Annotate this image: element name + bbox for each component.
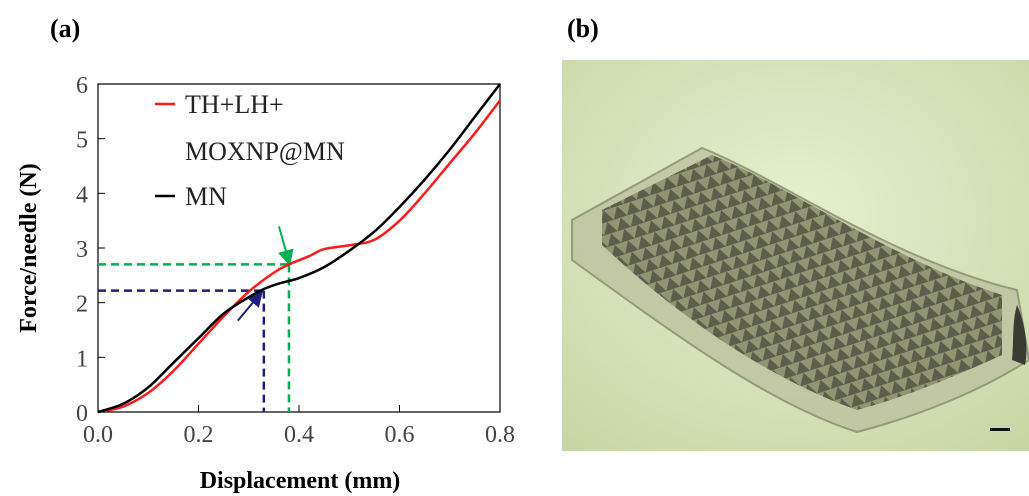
y-tick-label: 0 (76, 401, 88, 427)
panel-label-b: (b) (567, 14, 599, 44)
y-tick-label: 2 (76, 292, 88, 318)
annotation-arrow (279, 226, 288, 258)
y-axis-label: Force/needle (N) (16, 163, 42, 333)
legend-label-3: MN (185, 182, 227, 211)
plot-frame (98, 84, 500, 412)
series-layer (98, 84, 500, 412)
x-axis-label: Displacement (mm) (200, 468, 401, 494)
guide-lines (98, 226, 289, 412)
y-ticks: 0 1 2 3 4 5 6 (76, 73, 105, 427)
legend-label-1: TH+LH+ (185, 90, 284, 119)
x-tick-label: 0.4 (284, 422, 314, 448)
y-tick-label: 3 (76, 237, 88, 263)
y-tick-label: 1 (76, 346, 88, 372)
scale-bar (990, 428, 1010, 431)
microneedle-photo (562, 60, 1029, 451)
y-tick-label: 4 (76, 182, 88, 208)
legend: TH+LH+ MOXNP@MN MN (155, 90, 345, 211)
y-tick-label: 5 (76, 128, 88, 154)
plot-area (98, 84, 500, 412)
x-tick-label: 0.2 (184, 422, 214, 448)
y-tick-label: 6 (76, 73, 88, 99)
x-tick-label: 0.6 (385, 422, 415, 448)
x-tick-label: 0.8 (485, 422, 515, 448)
legend-label-2: MOXNP@MN (185, 137, 345, 166)
series-line-1 (98, 84, 500, 412)
